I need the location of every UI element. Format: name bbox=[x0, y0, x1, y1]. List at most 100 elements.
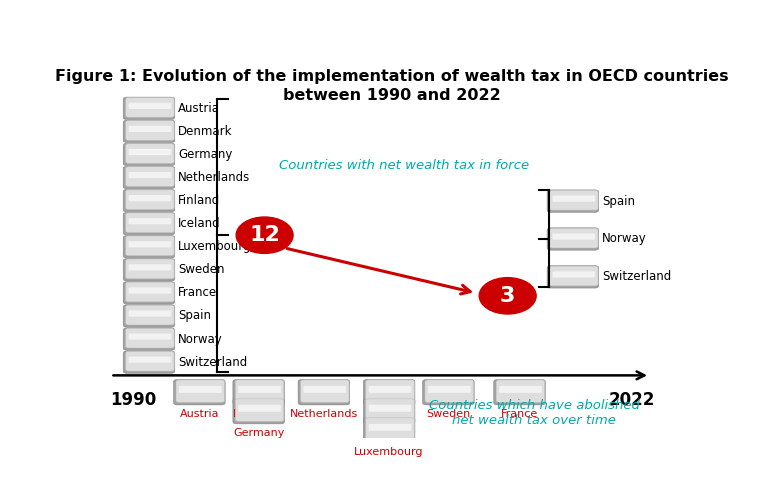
FancyBboxPatch shape bbox=[129, 264, 171, 271]
Text: Luxembourg: Luxembourg bbox=[178, 240, 252, 253]
FancyBboxPatch shape bbox=[552, 233, 595, 240]
FancyBboxPatch shape bbox=[366, 418, 415, 440]
Text: 2022: 2022 bbox=[608, 391, 655, 408]
FancyBboxPatch shape bbox=[129, 357, 171, 363]
FancyBboxPatch shape bbox=[369, 386, 412, 393]
Text: Luxembourg: Luxembourg bbox=[354, 447, 424, 457]
FancyBboxPatch shape bbox=[552, 271, 595, 277]
FancyBboxPatch shape bbox=[125, 121, 174, 140]
FancyBboxPatch shape bbox=[125, 236, 174, 256]
Circle shape bbox=[236, 217, 293, 253]
Text: Sweden: Sweden bbox=[178, 263, 225, 277]
FancyBboxPatch shape bbox=[129, 149, 171, 155]
FancyBboxPatch shape bbox=[125, 144, 174, 163]
FancyBboxPatch shape bbox=[123, 236, 174, 258]
FancyBboxPatch shape bbox=[129, 334, 171, 339]
FancyBboxPatch shape bbox=[425, 380, 474, 402]
FancyBboxPatch shape bbox=[493, 379, 545, 405]
FancyBboxPatch shape bbox=[428, 386, 470, 393]
Text: Denmark: Denmark bbox=[178, 125, 233, 138]
FancyBboxPatch shape bbox=[129, 172, 171, 178]
Text: Netherlands: Netherlands bbox=[290, 409, 358, 419]
Text: Iceland: Iceland bbox=[178, 217, 221, 230]
FancyBboxPatch shape bbox=[547, 266, 599, 288]
FancyBboxPatch shape bbox=[363, 399, 415, 424]
Text: 12: 12 bbox=[249, 225, 280, 245]
FancyBboxPatch shape bbox=[125, 328, 174, 348]
FancyBboxPatch shape bbox=[129, 218, 171, 224]
FancyBboxPatch shape bbox=[125, 97, 174, 117]
Text: Switzerland: Switzerland bbox=[602, 271, 672, 283]
FancyBboxPatch shape bbox=[123, 328, 174, 350]
FancyBboxPatch shape bbox=[179, 386, 222, 393]
FancyBboxPatch shape bbox=[363, 417, 415, 443]
Text: Germany: Germany bbox=[178, 148, 233, 161]
FancyBboxPatch shape bbox=[238, 405, 281, 412]
Text: Finland: Finland bbox=[178, 194, 220, 207]
FancyBboxPatch shape bbox=[422, 379, 474, 405]
FancyBboxPatch shape bbox=[129, 287, 171, 294]
FancyBboxPatch shape bbox=[233, 399, 285, 424]
FancyBboxPatch shape bbox=[125, 351, 174, 371]
FancyBboxPatch shape bbox=[176, 380, 225, 402]
Text: Germany: Germany bbox=[233, 428, 285, 438]
Text: Countries which have abolished
net wealth tax over time: Countries which have abolished net wealt… bbox=[429, 399, 640, 427]
FancyBboxPatch shape bbox=[125, 259, 174, 279]
FancyBboxPatch shape bbox=[549, 266, 598, 286]
Text: Austria: Austria bbox=[180, 409, 219, 419]
FancyBboxPatch shape bbox=[547, 190, 599, 212]
Text: Austria: Austria bbox=[178, 102, 220, 115]
Circle shape bbox=[479, 277, 536, 314]
FancyBboxPatch shape bbox=[123, 97, 174, 120]
FancyBboxPatch shape bbox=[129, 103, 171, 109]
Text: Norway: Norway bbox=[602, 233, 647, 246]
Text: 3: 3 bbox=[500, 286, 516, 306]
Text: Finland: Finland bbox=[369, 409, 409, 419]
FancyBboxPatch shape bbox=[123, 213, 174, 235]
Text: Figure 1: Evolution of the implementation of wealth tax in OECD countries
betwee: Figure 1: Evolution of the implementatio… bbox=[55, 68, 729, 103]
FancyBboxPatch shape bbox=[123, 143, 174, 166]
Text: Countries with net wealth tax in force: Countries with net wealth tax in force bbox=[279, 158, 529, 172]
FancyBboxPatch shape bbox=[125, 213, 174, 233]
FancyBboxPatch shape bbox=[233, 379, 285, 405]
FancyBboxPatch shape bbox=[123, 166, 174, 189]
FancyBboxPatch shape bbox=[125, 167, 174, 186]
FancyBboxPatch shape bbox=[129, 195, 171, 201]
Text: Spain: Spain bbox=[602, 195, 635, 208]
FancyBboxPatch shape bbox=[125, 305, 174, 325]
Text: Sweden: Sweden bbox=[426, 409, 470, 419]
FancyBboxPatch shape bbox=[499, 386, 542, 393]
FancyBboxPatch shape bbox=[125, 190, 174, 210]
FancyBboxPatch shape bbox=[123, 189, 174, 212]
FancyBboxPatch shape bbox=[123, 282, 174, 304]
FancyBboxPatch shape bbox=[125, 282, 174, 302]
Text: France: France bbox=[178, 286, 217, 300]
FancyBboxPatch shape bbox=[129, 126, 171, 132]
Text: Switzerland: Switzerland bbox=[178, 356, 248, 369]
FancyBboxPatch shape bbox=[366, 399, 415, 422]
FancyBboxPatch shape bbox=[547, 228, 599, 250]
Text: Netherlands: Netherlands bbox=[178, 171, 251, 184]
FancyBboxPatch shape bbox=[552, 195, 595, 202]
Text: France: France bbox=[501, 409, 538, 419]
FancyBboxPatch shape bbox=[369, 424, 412, 431]
FancyBboxPatch shape bbox=[304, 386, 346, 393]
FancyBboxPatch shape bbox=[236, 399, 284, 422]
Text: Denmark: Denmark bbox=[233, 409, 285, 419]
FancyBboxPatch shape bbox=[129, 310, 171, 317]
FancyBboxPatch shape bbox=[123, 305, 174, 327]
FancyBboxPatch shape bbox=[369, 405, 412, 412]
Text: 1990: 1990 bbox=[110, 391, 157, 408]
FancyBboxPatch shape bbox=[238, 386, 281, 393]
FancyBboxPatch shape bbox=[129, 241, 171, 247]
FancyBboxPatch shape bbox=[298, 379, 350, 405]
FancyBboxPatch shape bbox=[123, 351, 174, 373]
Text: Norway: Norway bbox=[178, 333, 223, 345]
FancyBboxPatch shape bbox=[123, 259, 174, 281]
FancyBboxPatch shape bbox=[549, 190, 598, 210]
Text: Spain: Spain bbox=[178, 309, 211, 322]
FancyBboxPatch shape bbox=[363, 379, 415, 405]
FancyBboxPatch shape bbox=[549, 228, 598, 248]
FancyBboxPatch shape bbox=[366, 380, 415, 402]
FancyBboxPatch shape bbox=[236, 380, 284, 402]
